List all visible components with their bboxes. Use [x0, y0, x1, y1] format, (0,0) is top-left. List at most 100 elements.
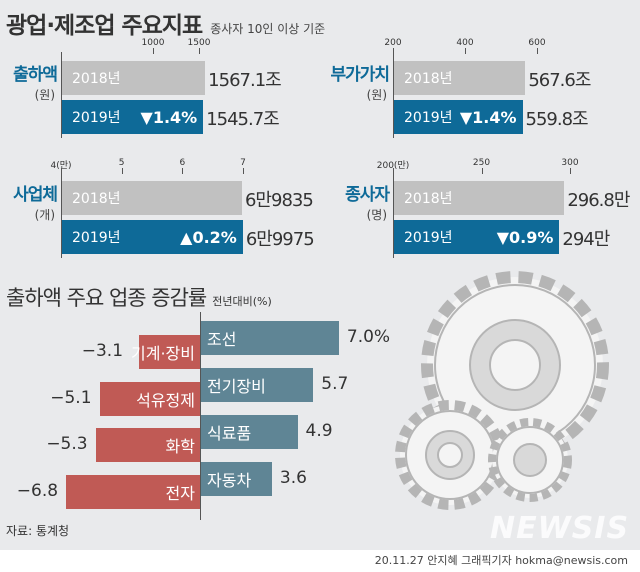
tick-mark [243, 168, 244, 174]
tick-mark [61, 168, 62, 174]
year-label: 2018년 [72, 191, 121, 207]
chart-header: 출하액 주요 업종 증감률 전년대비(%) [6, 282, 272, 312]
value-label: 559.8조 [525, 109, 589, 130]
bar-화학: 화학 [95, 428, 200, 462]
panel-label: 종사자 [345, 185, 390, 205]
year-label: 2018년 [72, 71, 121, 87]
panel-label: 부가가치 [330, 65, 390, 85]
bar-2018: 2018년 [394, 61, 526, 95]
bar-석유정제: 석유정제 [99, 382, 200, 416]
panel-unit: (개) [34, 208, 55, 222]
tick-label: 5 [118, 158, 125, 168]
category-label: 석유정제 [136, 391, 195, 410]
data-label: 4.9 [305, 421, 333, 441]
tick-mark [537, 48, 538, 54]
change-label: ▼1.4% [459, 107, 517, 127]
value-label: 294만 [562, 229, 610, 250]
tick-label: 1000 [141, 38, 165, 48]
value-label: 296.8만 [567, 190, 630, 211]
bar-2019: 2019년 ▼1.4% [62, 100, 204, 134]
tick-label: 600 [528, 38, 546, 48]
category-label: 화학 [165, 437, 195, 456]
tick-mark [465, 48, 466, 54]
tick-label: 1500 [187, 38, 211, 48]
data-label: −6.8 [16, 481, 59, 501]
tick-mark [121, 168, 123, 174]
category-label: 전기장비 [207, 377, 266, 396]
year-label: 2019년 [404, 230, 453, 246]
page-subtitle: 종사자 10인 이상 기준 [210, 22, 326, 36]
tick-mark [393, 168, 394, 174]
value-label: 567.6조 [528, 70, 591, 91]
tick-label: 300 [561, 158, 579, 168]
panel-label: 출하액 [13, 65, 58, 85]
data-label: 3.6 [279, 468, 307, 488]
bar-2018: 2018년 [62, 61, 206, 95]
bar-2018: 2018년 [394, 181, 565, 215]
panel-axis [393, 172, 394, 258]
category-label: 자동차 [207, 471, 252, 490]
panel-axis [61, 52, 62, 138]
bar-2019: 2019년 ▼0.9% [394, 220, 560, 254]
tick-label: 7 [240, 158, 246, 168]
panel-unit: (원) [366, 88, 387, 102]
bar-조선: 조선 [201, 321, 339, 355]
gear-icon [395, 400, 505, 510]
value-label: 6만9975 [245, 229, 315, 250]
year-label: 2019년 [404, 110, 453, 126]
panel-unit: (명) [366, 208, 387, 222]
chart-subtitle: 전년대비(%) [212, 295, 272, 308]
year-label: 2018년 [404, 71, 453, 87]
value-label: 1545.7조 [206, 109, 280, 130]
value-label: 1567.1조 [208, 70, 282, 91]
tick-mark [182, 168, 184, 174]
newsis-logo: NEWSIS [490, 511, 630, 546]
tick-label: 200(만) [376, 161, 410, 171]
year-label: 2019년 [72, 230, 121, 246]
data-label: 7.0% [346, 327, 391, 347]
footer-strip [0, 550, 640, 572]
panel-axis [61, 172, 62, 258]
page-header: 광업·제조업 주요지표 종사자 10인 이상 기준 [6, 6, 325, 40]
data-label: 5.7 [321, 374, 349, 394]
tick-label: 200 [384, 38, 402, 48]
page-title: 광업·제조업 주요지표 [6, 13, 203, 39]
data-label: −5.1 [50, 388, 92, 408]
category-label: 기계·장비 [131, 344, 195, 363]
year-label: 2018년 [404, 191, 453, 207]
gear-icon [488, 418, 572, 502]
data-label: −5.3 [46, 434, 88, 454]
source-note: 자료: 통계청 [6, 524, 70, 538]
bar-2018: 2018년 [62, 181, 242, 215]
tick-label: 250 [472, 158, 491, 168]
tick-mark [199, 48, 200, 54]
bar-2019: 2019년 ▼1.4% [394, 100, 523, 134]
panel-unit: (원) [34, 88, 55, 102]
panel-label: 사업체 [13, 185, 58, 205]
bar-식료품: 식료품 [201, 415, 298, 449]
category-label: 식료품 [207, 424, 252, 443]
year-label: 2019년 [72, 110, 121, 126]
tick-label: 6 [179, 158, 186, 168]
value-label: 6만9835 [244, 190, 314, 211]
data-label: −3.1 [81, 341, 124, 361]
bar-전기장비: 전기장비 [201, 368, 314, 402]
tick-mark [481, 168, 483, 174]
chart-title: 출하액 주요 업종 증감률 [6, 286, 207, 310]
tick-mark [393, 48, 394, 54]
category-label: 조선 [207, 330, 237, 349]
panel-axis [393, 52, 394, 138]
change-label: ▼0.9% [496, 227, 554, 247]
bar-전자: 전자 [66, 475, 200, 509]
category-label: 전자 [165, 484, 195, 503]
gears-illustration [395, 271, 609, 510]
change-label: ▼1.4% [140, 107, 198, 127]
tick-mark [570, 168, 571, 174]
bar-2019: 2019년 ▲0.2% [62, 220, 243, 254]
tick-mark [153, 48, 154, 54]
credit-line: 20.11.27 안지혜 그래픽기자 hokma@newsis.com [374, 554, 628, 567]
tick-label: 400 [456, 38, 474, 48]
change-label: ▲0.2% [180, 227, 237, 247]
tick-label: 4(만) [50, 161, 72, 171]
bar-기계·장비: 기계·장비 [131, 335, 200, 369]
